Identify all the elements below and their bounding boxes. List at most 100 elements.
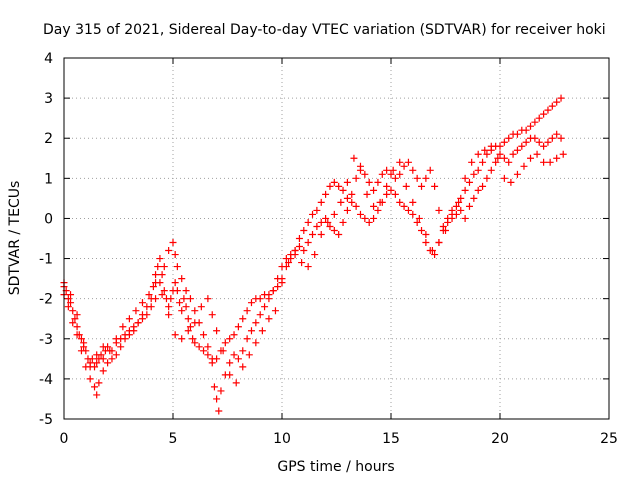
data-point-marker (189, 335, 197, 343)
series-2 (60, 130, 565, 415)
data-point-marker (422, 239, 430, 247)
data-point-marker (73, 311, 81, 319)
data-point-marker (544, 138, 552, 146)
data-point-marker (531, 134, 539, 142)
data-point-marker (93, 351, 101, 359)
data-point-marker (138, 315, 146, 323)
data-point-marker (479, 158, 487, 166)
data-point-marker (496, 142, 504, 150)
data-point-marker (330, 178, 338, 186)
y-tick-label: 1 (44, 171, 53, 187)
data-point-marker (112, 351, 120, 359)
data-point-marker (158, 291, 166, 299)
data-point-marker (132, 307, 140, 315)
data-point-marker (171, 331, 179, 339)
data-point-marker (313, 222, 321, 230)
data-point-marker (374, 206, 382, 214)
data-point-marker (553, 130, 561, 138)
data-point-marker (396, 198, 404, 206)
data-point-marker (77, 335, 85, 343)
data-point-marker (265, 295, 273, 303)
data-point-marker (391, 174, 399, 182)
data-point-marker (226, 335, 234, 343)
data-point-marker (184, 327, 192, 335)
data-point-marker (557, 94, 565, 102)
data-point-marker (544, 106, 552, 114)
data-point-marker (278, 279, 286, 287)
data-point-marker (474, 186, 482, 194)
data-point-marker (352, 174, 360, 182)
data-point-marker (219, 347, 227, 355)
data-point-marker (304, 239, 312, 247)
data-point-marker (99, 355, 107, 363)
data-point-marker (178, 335, 186, 343)
data-point-marker (483, 174, 491, 182)
data-point-marker (313, 206, 321, 214)
data-point-marker (208, 359, 216, 367)
data-point-marker (234, 323, 242, 331)
data-point-marker (160, 287, 168, 295)
data-point-marker (553, 154, 561, 162)
data-point-marker (404, 158, 412, 166)
data-point-marker (165, 311, 173, 319)
data-point-marker (365, 218, 373, 226)
data-point-marker (256, 295, 264, 303)
data-point-marker (455, 198, 463, 206)
data-point-marker (69, 307, 77, 315)
data-point-marker (513, 170, 521, 178)
data-point-marker (165, 303, 173, 311)
data-point-marker (138, 299, 146, 307)
data-point-marker (247, 327, 255, 335)
data-point-marker (413, 174, 421, 182)
data-point-marker (221, 339, 229, 347)
data-point-marker (457, 194, 465, 202)
data-point-marker (182, 287, 190, 295)
data-point-marker (322, 190, 330, 198)
data-point-marker (269, 287, 277, 295)
data-point-marker (73, 331, 81, 339)
data-point-marker (213, 395, 221, 403)
data-point-marker (322, 214, 330, 222)
data-point-marker (409, 166, 417, 174)
x-tick-label: 20 (491, 431, 509, 447)
data-point-marker (165, 247, 173, 255)
data-point-marker (339, 186, 347, 194)
data-point-marker (245, 351, 253, 359)
data-point-marker (470, 170, 478, 178)
data-point-marker (370, 202, 378, 210)
y-tick-label: -1 (39, 252, 53, 268)
data-point-marker (217, 387, 225, 395)
data-points (60, 94, 567, 415)
data-point-marker (507, 178, 515, 186)
data-point-marker (513, 146, 521, 154)
data-point-marker (152, 279, 160, 287)
data-point-marker (356, 210, 364, 218)
data-point-marker (409, 198, 417, 206)
data-point-marker (374, 178, 382, 186)
data-point-marker (324, 218, 332, 226)
data-point-marker (311, 251, 319, 259)
data-point-marker (152, 295, 160, 303)
data-point-marker (265, 315, 273, 323)
data-point-marker (435, 239, 443, 247)
data-point-marker (71, 315, 79, 323)
data-point-marker (470, 194, 478, 202)
data-point-marker (143, 311, 151, 319)
data-point-marker (352, 202, 360, 210)
data-point-marker (213, 355, 221, 363)
data-point-marker (309, 230, 317, 238)
data-point-marker (230, 351, 238, 359)
data-point-marker (415, 214, 423, 222)
data-point-marker (104, 359, 112, 367)
data-point-marker (171, 279, 179, 287)
data-point-marker (527, 122, 535, 130)
data-point-marker (317, 198, 325, 206)
data-point-marker (213, 327, 221, 335)
data-point-marker (343, 194, 351, 202)
data-point-marker (99, 343, 107, 351)
data-point-marker (496, 150, 504, 158)
y-tick-label: -3 (39, 332, 53, 348)
data-point-marker (396, 158, 404, 166)
data-point-marker (505, 134, 513, 142)
data-point-marker (180, 295, 188, 303)
